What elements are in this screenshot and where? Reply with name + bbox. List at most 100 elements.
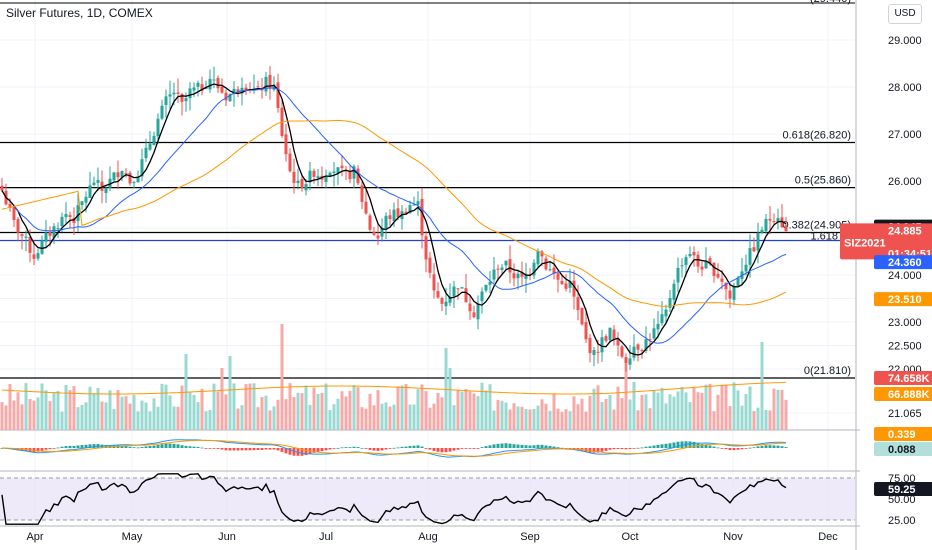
candle [504,260,508,270]
macd-hist-bar [468,448,472,449]
tag-box [874,482,932,496]
candle [516,269,520,290]
volume-bar [308,404,312,430]
macd-hist-bar [612,448,616,450]
sma-slow-line [1,119,787,307]
macd-hist-bar [244,448,248,451]
macd-hist-bar [492,444,496,448]
volume-bar [208,409,212,430]
candle [472,305,476,319]
candle-body [548,269,552,271]
volume-bar [4,405,8,430]
candle [740,257,744,286]
candle [616,331,620,357]
candle-body [428,257,432,273]
candle [460,287,464,289]
volume-bar [52,392,56,430]
volume-bar [500,400,504,430]
tag-box [874,371,932,385]
candle-body [192,87,196,91]
volume-bar [596,385,600,430]
volume-bar [532,408,536,430]
candle [760,226,764,235]
candle [608,327,612,343]
volume-bar [352,384,356,430]
volume-bar [408,404,412,430]
candle [488,271,492,294]
volume-bar [772,388,776,430]
candle-body [32,254,36,259]
macd-hist-bar [268,448,272,450]
candle [136,170,140,183]
volume-bar [556,408,560,430]
candle-body [312,170,316,177]
currency-button[interactable]: USD [888,4,922,24]
sma-mid-line [13,87,787,344]
candle [388,209,392,226]
macd-hist-bar [52,448,56,449]
candle-body [72,218,76,223]
macd-hist-bar [504,443,508,448]
time-tick-label: Jun [218,531,236,543]
macd-hist-bar [220,448,224,450]
candle-body [64,213,68,218]
time-tick-label: Dec [818,531,838,543]
volume-bar [648,408,652,430]
macd-hist-bar [344,447,348,448]
candle [104,186,108,203]
candle-body [468,303,472,312]
candle [116,160,120,190]
candle-body [8,203,12,208]
volume-bar [384,402,388,430]
volume-bar [592,388,596,430]
candle-body [332,171,336,174]
macd-hist-bar [56,447,60,449]
macd-hist-bar [180,445,184,448]
macd-hist-bar [656,444,660,448]
volume-bar [128,403,132,430]
candle-body [296,180,300,184]
candle-body [372,231,376,235]
candle-body [136,176,140,183]
candle-body [216,77,220,89]
macd-hist-bar [432,448,436,451]
macd-hist-bar [200,447,204,449]
macd-hist-bar [756,446,760,448]
candle-body [60,216,64,227]
volume-bar [136,411,140,430]
volume-bar [228,356,232,430]
volume-bar [720,384,724,430]
volume-bar [668,394,672,430]
candle-body [676,267,680,283]
volume-bar [704,384,708,430]
volume-bar [268,410,272,430]
candle [208,69,212,93]
fib-extension-label: 1.618 [810,230,838,242]
volume-bar [36,397,40,430]
candle-body [144,147,148,159]
candle-body [760,229,764,233]
volume-bar [780,389,784,430]
candle-body [24,236,28,238]
volume-bar [400,385,404,430]
candle [632,334,636,361]
candle [636,343,640,362]
candle-body [272,84,276,90]
macd-hist-bar [744,448,748,449]
macd-hist-bar [140,446,144,448]
macd-hist-bar [556,447,560,449]
candle-body [712,262,716,277]
volume-ma-line [1,381,787,395]
macd-hist-bar [64,446,68,448]
volume-bar [68,390,72,430]
volume-bar [332,404,336,430]
candle-body [588,337,592,354]
macd-hist-bar [548,445,552,448]
macd-hist-bar [272,448,276,450]
macd-hist-bar [728,448,732,451]
candle [364,188,368,215]
candle-body [632,346,636,358]
macd-hist-bar [288,448,292,455]
